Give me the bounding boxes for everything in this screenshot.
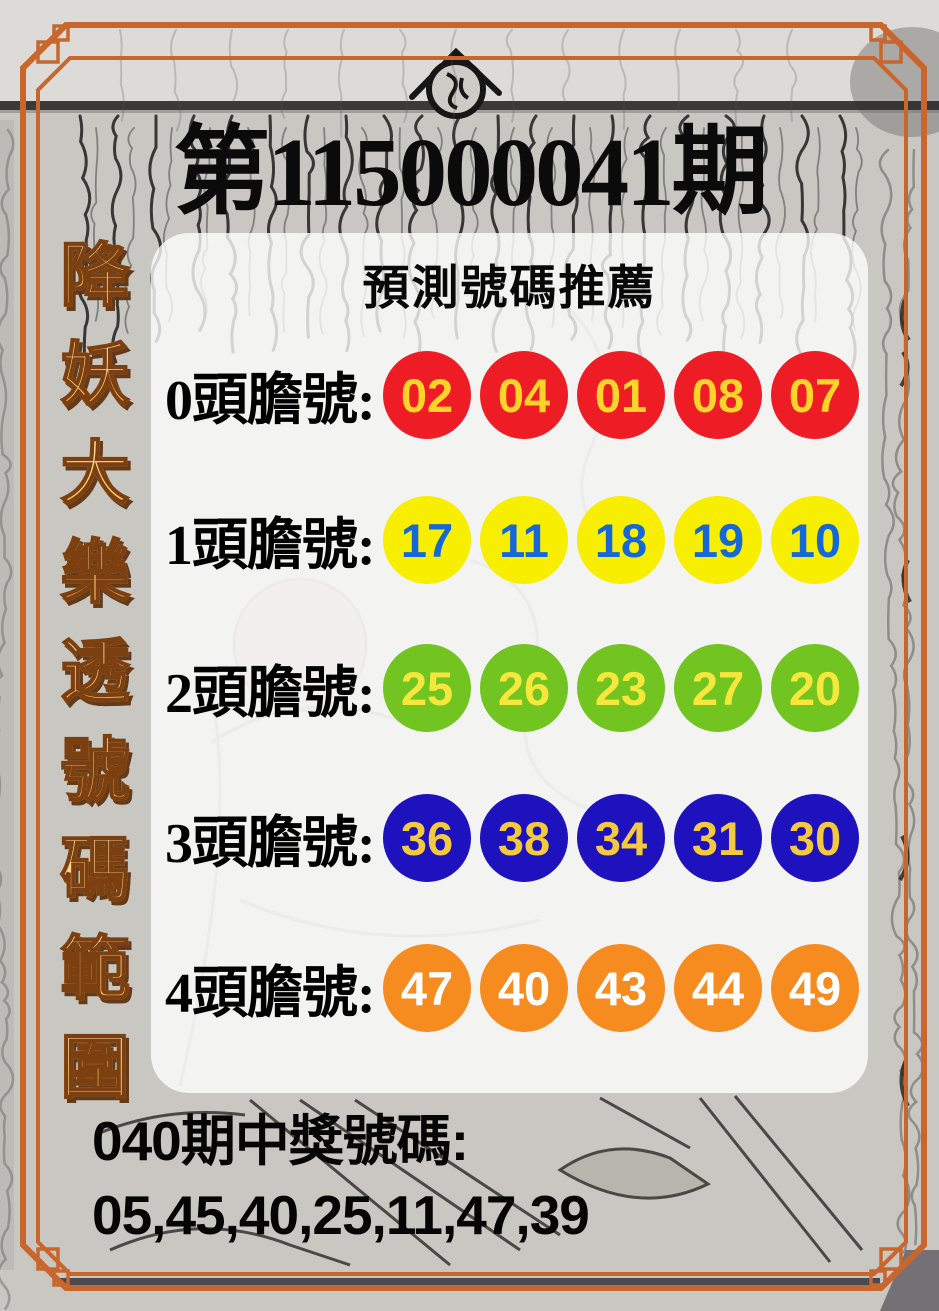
period-title: 第115000041期 — [173, 119, 768, 226]
prediction-row-4: 4頭膽號: 47 40 43 44 49 — [165, 944, 860, 1032]
number-ball: 20 — [771, 644, 859, 732]
number-ball: 38 — [480, 794, 568, 882]
prediction-panel: 預測號碼推薦 0頭膽號: 02 04 01 08 07 1頭膽號: 17 11 … — [151, 233, 868, 1093]
row-label: 2頭膽號: — [165, 662, 376, 725]
prediction-row-2: 2頭膽號: 25 26 23 27 20 — [165, 644, 860, 732]
number-balls: 17 11 18 19 10 — [383, 496, 859, 584]
number-ball: 40 — [480, 944, 568, 1032]
number-balls: 36 38 34 31 30 — [383, 794, 859, 882]
panel-heading: 預測號碼推薦 — [362, 263, 657, 315]
row-label: 0頭膽號: — [165, 369, 376, 432]
number-ball: 01 — [577, 351, 665, 439]
row-label: 3頭膽號: — [165, 812, 376, 875]
number-ball: 31 — [674, 794, 762, 882]
previous-result: 040期中獎號碼: 05,45,40,25,11,47,39 — [92, 1106, 590, 1250]
banner-char: 降 — [42, 226, 148, 325]
bottom-sketch — [94, 1095, 864, 1267]
crest-icon — [409, 47, 502, 119]
previous-result-label: 040期中獎號碼: — [92, 1110, 469, 1172]
number-ball: 34 — [577, 794, 665, 882]
number-balls: 02 04 01 08 07 — [383, 351, 859, 439]
number-ball: 25 — [383, 644, 471, 732]
number-ball: 26 — [480, 644, 568, 732]
number-ball: 27 — [674, 644, 762, 732]
number-ball: 10 — [771, 496, 859, 584]
banner-char: 範 — [42, 919, 148, 1018]
row-label: 1頭膽號: — [165, 514, 376, 577]
number-ball: 23 — [577, 644, 665, 732]
banner-char: 碼 — [42, 820, 148, 919]
number-ball: 07 — [771, 351, 859, 439]
number-ball: 44 — [674, 944, 762, 1032]
number-balls: 25 26 23 27 20 — [383, 644, 859, 732]
row-label: 4頭膽號: — [165, 962, 376, 1025]
banner-char: 圍 — [42, 1018, 148, 1117]
number-ball: 47 — [383, 944, 471, 1032]
prediction-row-1: 1頭膽號: 17 11 18 19 10 — [165, 496, 860, 584]
number-ball: 36 — [383, 794, 471, 882]
number-ball: 11 — [480, 496, 568, 584]
number-balls: 47 40 43 44 49 — [383, 944, 859, 1032]
number-ball: 02 — [383, 351, 471, 439]
number-ball: 04 — [480, 351, 568, 439]
number-ball: 18 — [577, 496, 665, 584]
banner-char: 妖 — [42, 325, 148, 424]
number-ball: 19 — [674, 496, 762, 584]
prediction-row-0: 0頭膽號: 02 04 01 08 07 — [165, 351, 860, 439]
banner-char: 樂 — [42, 523, 148, 622]
vertical-banner: 降 妖 大 樂 透 號 碼 範 圍 — [42, 226, 148, 1117]
number-ball: 17 — [383, 496, 471, 584]
number-ball: 43 — [577, 944, 665, 1032]
prediction-row-3: 3頭膽號: 36 38 34 31 30 — [165, 794, 860, 882]
number-ball: 49 — [771, 944, 859, 1032]
banner-char: 號 — [42, 721, 148, 820]
number-ball: 30 — [771, 794, 859, 882]
previous-result-numbers: 05,45,40,25,11,47,39 — [92, 1184, 590, 1246]
number-ball: 08 — [674, 351, 762, 439]
banner-char: 透 — [42, 622, 148, 721]
banner-char: 大 — [42, 424, 148, 523]
